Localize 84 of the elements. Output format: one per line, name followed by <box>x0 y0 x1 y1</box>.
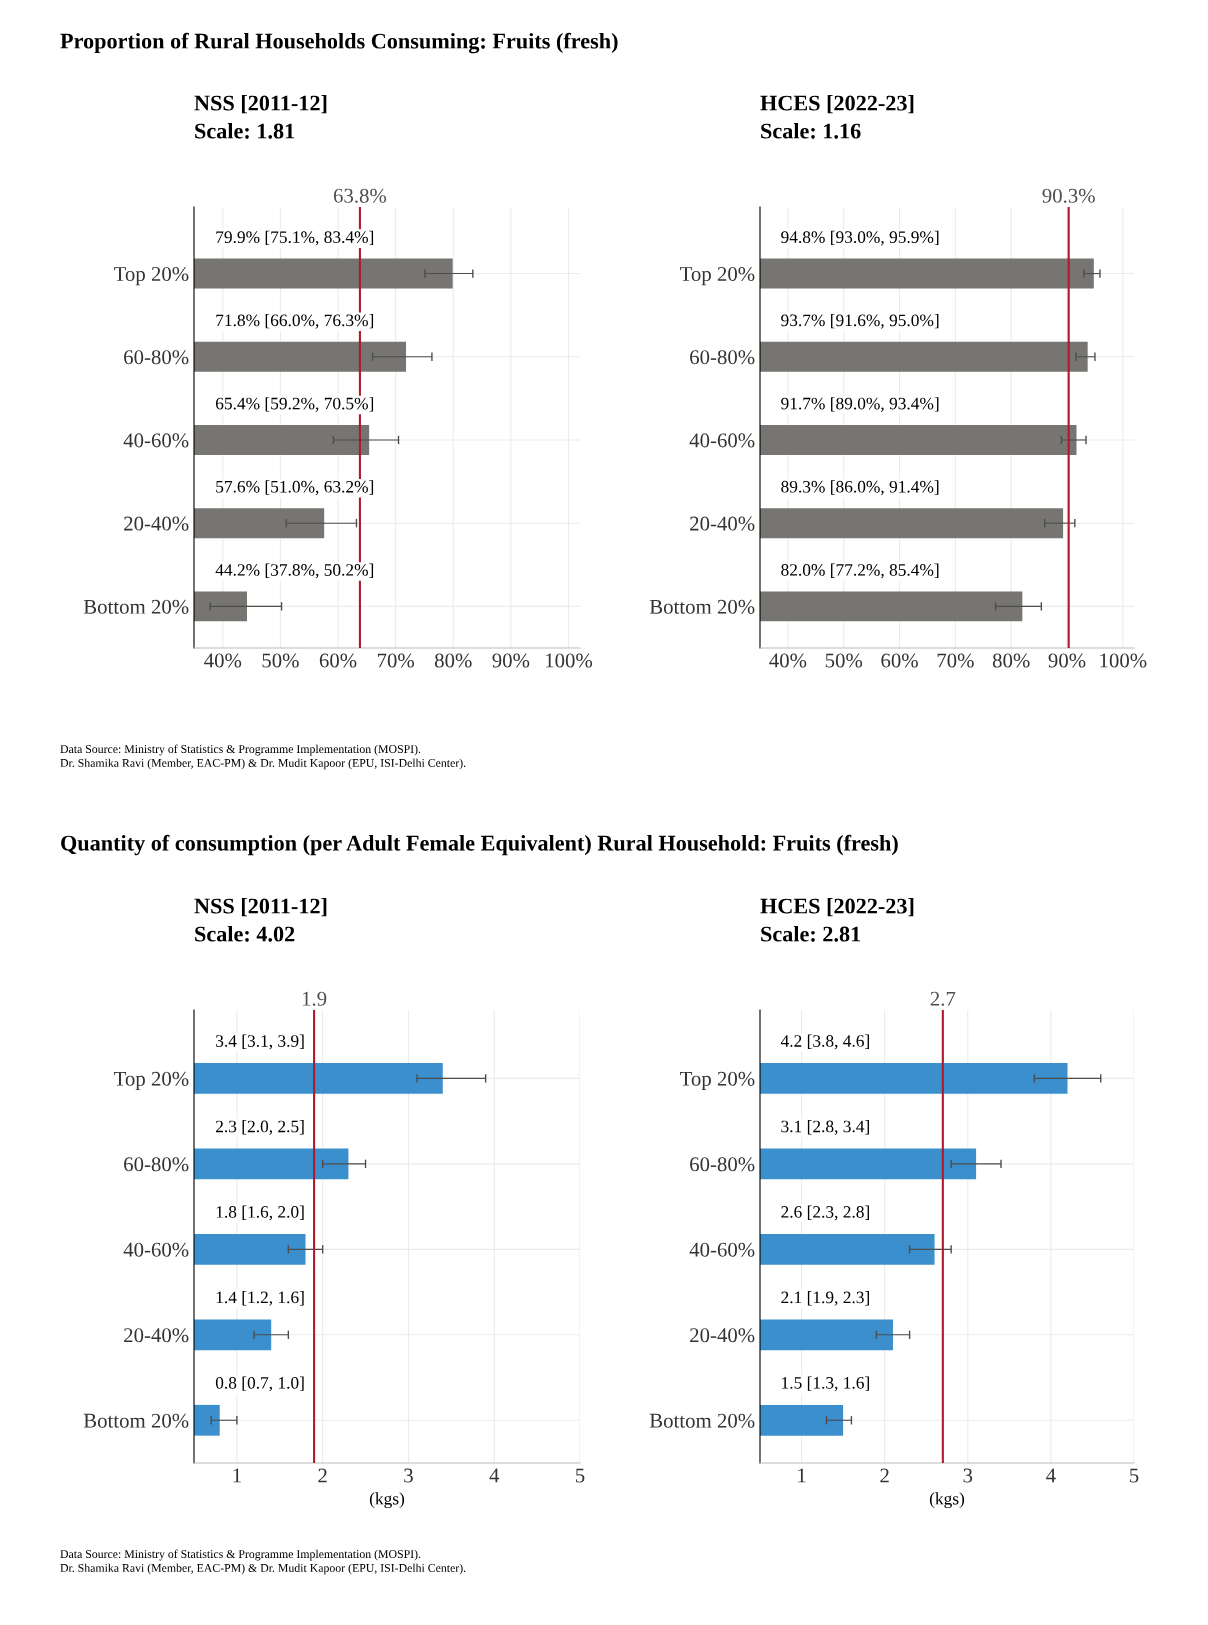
x-tick-label: 1 <box>233 1468 241 1483</box>
x-axis-title: (kgs) <box>929 1492 965 1509</box>
chart-title: HCES [2022-23] <box>760 897 914 917</box>
chart-title: NSS [2011-12] <box>194 897 327 917</box>
x-tick-label: 40% <box>204 653 242 668</box>
ref-line-label: 1.9 <box>302 991 327 1006</box>
x-tick-label: 60% <box>319 653 357 668</box>
text: Proportion of Rural Households Consuming: Fruits (fresh) <box>60 32 618 54</box>
y-tick-label: 60-80% <box>124 350 189 365</box>
chart-subtitle: Scale: 2.81 <box>761 925 861 942</box>
data-label: 57.6% [51.0%, 63.2%] <box>216 480 374 496</box>
y-tick-label: 60-80% <box>124 1157 189 1172</box>
data-label: 0.8 [0.7, 1.0] <box>215 1376 304 1392</box>
data-label: 94.8% [93.0%, 95.9%] <box>781 230 939 246</box>
x-tick-label: 3 <box>963 1468 973 1483</box>
y-tick-label: Bottom 20% <box>649 1413 755 1428</box>
data-label: 91.7% [89.0%, 93.4%] <box>781 397 939 412</box>
data-label: 4.2 [3.8, 4.6] <box>780 1034 869 1050</box>
y-tick-label: 60-80% <box>690 1157 755 1172</box>
data-label: 44.2% [37.8%, 50.2%] <box>215 563 374 579</box>
data-label: 1.4 [1.2, 1.6] <box>216 1291 304 1306</box>
data-label: 93.7% [91.6%, 95.0%] <box>781 313 939 329</box>
x-tick-label: 70% <box>937 653 974 668</box>
x-axis-title: (kgs) <box>369 1492 405 1509</box>
chart-subtitle: Scale: 1.16 <box>761 122 861 139</box>
x-tick-label: 3 <box>404 1468 413 1483</box>
chart-subtitle: Scale: 4.02 <box>195 925 295 942</box>
y-tick-label: 40-60% <box>123 433 189 448</box>
y-tick-label: 60-80% <box>690 350 755 365</box>
x-tick-label: 100% <box>546 653 593 668</box>
y-tick-label: 20-40% <box>124 516 189 531</box>
x-tick-label: 5 <box>1130 1468 1139 1483</box>
data-label: 2.1 [1.9, 2.3] <box>781 1291 869 1306</box>
chart-title: NSS [2011-12] <box>194 94 327 114</box>
y-tick-label: 20-40% <box>124 1328 189 1343</box>
ref-line-label: 2.7 <box>930 991 956 1006</box>
x-tick-label: 1 <box>798 1468 806 1483</box>
x-tick-label: 2 <box>880 1468 889 1483</box>
data-label: 2.6 [2.3, 2.8] <box>781 1205 869 1221</box>
x-tick-label: 90% <box>1048 653 1086 668</box>
x-tick-label: 60% <box>881 653 918 668</box>
y-tick-label: 40-60% <box>123 1242 189 1257</box>
y-tick-label: Top 20% <box>114 266 189 286</box>
y-tick-label: 20-40% <box>690 516 755 531</box>
y-tick-label: Bottom 20% <box>83 1413 189 1428</box>
data-label: 3.4 [3.1, 3.9] <box>216 1034 304 1050</box>
text: Quantity of consumption (per Adult Female Equivalent) Rural Household: Fruits (fresh) <box>61 834 898 856</box>
x-tick-label: 100% <box>1100 653 1147 668</box>
data-label: 71.8% [66.0%, 76.3%] <box>216 313 374 329</box>
x-tick-label: 80% <box>434 653 472 668</box>
y-tick-label: Bottom 20% <box>649 599 755 614</box>
data-label: 82.0% [77.2%, 85.4%] <box>781 563 939 579</box>
y-tick-label: 40-60% <box>689 1242 755 1257</box>
data-label: 1.5 [1.3, 1.6] <box>782 1376 869 1392</box>
y-tick-label: 40-60% <box>689 433 755 448</box>
x-tick-label: 90% <box>492 653 530 668</box>
x-tick-label: 2 <box>318 1468 327 1483</box>
x-tick-label: 40% <box>769 653 807 668</box>
ref-line-label: 90.3% <box>1042 188 1095 203</box>
data-label: 2.3 [2.0, 2.5] <box>215 1120 304 1135</box>
source-note: Data Source: Ministry of Statistics & Programme Implementation (MOSPI). <box>60 1549 421 1561</box>
y-tick-label: Top 20% <box>680 266 755 286</box>
data-label: 89.3% [86.0%, 91.4%] <box>781 480 939 496</box>
data-label: 79.9% [75.1%, 83.4%] <box>216 230 374 246</box>
y-tick-label: Top 20% <box>114 1071 189 1091</box>
y-tick-label: Top 20% <box>680 1071 755 1091</box>
chart-title: HCES [2022-23] <box>760 94 914 114</box>
x-tick-label: 70% <box>377 653 415 668</box>
x-tick-label: 4 <box>1046 1468 1056 1483</box>
x-tick-label: 5 <box>576 1468 585 1483</box>
x-tick-label: 50% <box>825 653 863 668</box>
x-tick-label: 50% <box>262 653 299 668</box>
x-tick-label: 4 <box>489 1468 500 1483</box>
data-label: 3.1 [2.8, 3.4] <box>781 1120 869 1135</box>
data-label: 65.4% [59.2%, 70.5%] <box>215 397 374 412</box>
ref-line-label: 63.8% <box>333 188 387 203</box>
y-tick-label: Bottom 20% <box>83 599 189 614</box>
x-tick-label: 80% <box>992 653 1030 668</box>
text: Dr. Shamika Ravi (Member, EAC-PM) & Dr. Mudit Kapoor (EPU, ISI-Delhi Center). <box>60 758 466 770</box>
chart-subtitle: Scale: 1.81 <box>195 122 295 139</box>
text: Dr. Shamika Ravi (Member, EAC-PM) & Dr. Mudit Kapoor (EPU, ISI-Delhi Center). <box>60 1563 466 1575</box>
y-tick-label: 20-40% <box>690 1328 755 1343</box>
data-label: 1.8 [1.6, 2.0] <box>216 1205 304 1221</box>
source-note: Data Source: Ministry of Statistics & Programme Implementation (MOSPI). <box>60 744 421 756</box>
